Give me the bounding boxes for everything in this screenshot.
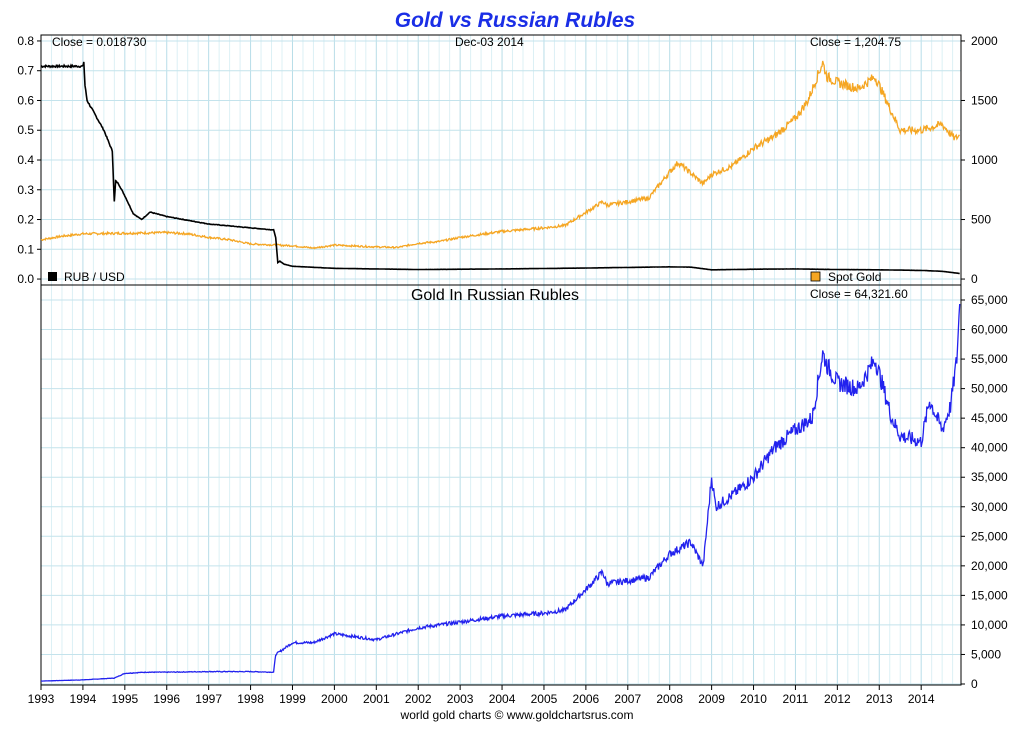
left-tick-label: 0.3 [17,183,34,197]
left-tick-label: 0.8 [17,34,34,48]
series-line-rub-usd [40,61,960,275]
left-tick-label: 0.5 [17,123,34,137]
x-tick-label: 2014 [908,692,935,706]
right-tick-label: 500 [971,213,991,227]
right-tick-label: 20,000 [971,559,1008,573]
x-tick-label: 2009 [698,692,725,706]
x-tick-label: 1995 [111,692,138,706]
left-tick-label: 0.1 [17,242,34,256]
legend-gold-swatch [810,271,821,282]
x-tick-label: 2010 [740,692,767,706]
right-tick-label: 15,000 [971,588,1008,602]
x-tick-label: 1994 [70,692,97,706]
legend-rub-swatch [48,272,57,281]
right-tick-label: 45,000 [971,411,1008,425]
left-tick-label: 0.7 [17,64,34,78]
chart-title: Gold vs Russian Rubles [395,9,635,32]
x-tick-label: 2012 [824,692,851,706]
top-right-axis: 0 500 1000 1500 2000 [961,34,998,286]
right-tick-label: 55,000 [971,352,1008,366]
left-tick-label: 0.2 [17,213,34,227]
left-tick-label: 0.4 [17,153,34,167]
x-tick-label: 2004 [489,692,516,706]
rub-gold-close-label: Close = 64,321.60 [810,287,908,301]
right-tick-label: 60,000 [971,323,1008,337]
right-tick-label: 25,000 [971,529,1008,543]
x-tick-label: 1998 [237,692,264,706]
series-line-spot-gold [40,60,960,250]
right-tick-label: 1000 [971,153,998,167]
x-tick-label: 2001 [363,692,390,706]
right-tick-label: 40,000 [971,441,1008,455]
top-left-axis: 0.0 0.1 0.2 0.3 0.4 0.5 0.6 0.7 0.8 [17,34,41,286]
x-tick-label: 2002 [405,692,432,706]
x-tick-label: 1996 [153,692,180,706]
right-tick-label: 1500 [971,93,998,107]
left-tick-label: 0.0 [17,272,34,286]
x-tick-label: 2000 [321,692,348,706]
bottom-panel-frame [40,284,962,686]
x-tick-label: 2003 [447,692,474,706]
right-tick-label: 2000 [971,34,998,48]
right-tick-label: 50,000 [971,382,1008,396]
x-tick-label: 2007 [614,692,641,706]
bottom-panel-title: Gold In Russian Rubles [411,287,579,304]
x-tick-label: 2005 [531,692,558,706]
x-tick-label: 2008 [656,692,683,706]
legend-gold-label: Spot Gold [828,270,881,284]
right-tick-label: 0 [971,677,978,691]
left-tick-label: 0.6 [17,93,34,107]
top-panel-grid [40,35,961,285]
gold-close-label: Close = 1,204.75 [810,35,901,49]
x-tick-label: 2013 [866,692,893,706]
footer-credit: world gold charts © www.goldchartsrus.co… [400,708,634,722]
series-line-gold-in-rubles [41,303,961,682]
date-label: Dec-03 2014 [455,35,524,49]
x-tick-label: 2011 [783,692,809,706]
right-tick-label: 65,000 [971,293,1008,307]
series-layer [40,60,961,682]
bottom-panel-grid [40,285,961,685]
x-tick-label: 1993 [28,692,55,706]
x-tick-label: 1999 [279,692,306,706]
legend-rub-label: RUB / USD [64,270,125,284]
rub-close-label: Close = 0.018730 [52,35,147,49]
x-tick-label: 2006 [573,692,600,706]
right-tick-label: 5,000 [971,647,1001,661]
right-tick-label: 30,000 [971,500,1008,514]
x-axis: 1993 1994 1995 1996 1997 1998 1999 2000 2001 2002… [28,685,935,706]
bottom-right-axis: 0 5,000 10,000 15,000 20,000 25,000 30,000 35,0… [961,293,1008,691]
x-tick-label: 1997 [195,692,222,706]
right-tick-label: 10,000 [971,618,1008,632]
right-tick-label: 0 [971,272,978,286]
right-tick-label: 35,000 [971,470,1008,484]
